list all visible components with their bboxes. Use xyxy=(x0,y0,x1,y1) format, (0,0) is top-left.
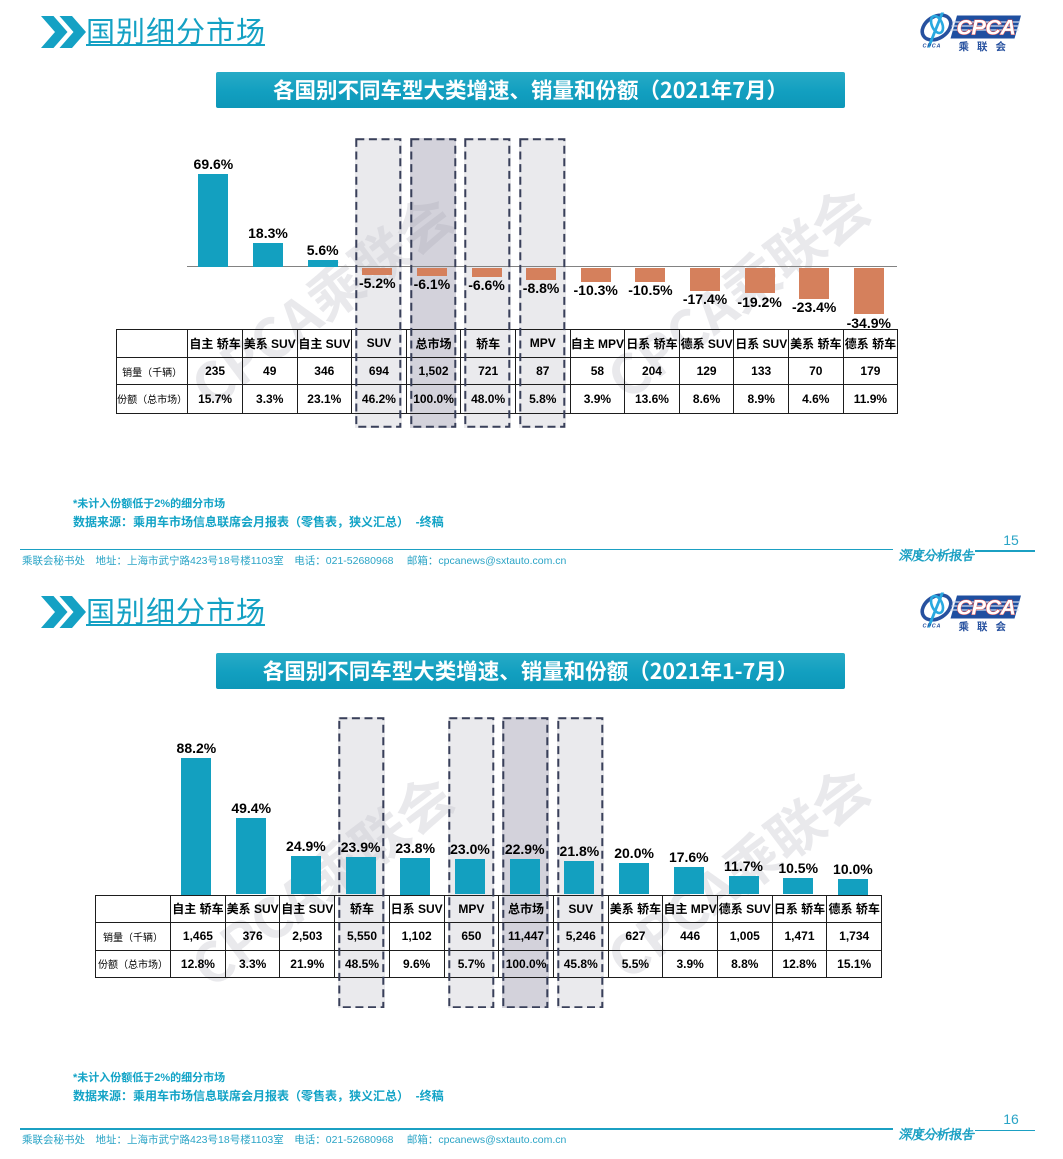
svg-text:CPCA: CPCA xyxy=(923,624,942,630)
svg-text:乘联会: 乘联会 xyxy=(959,619,1015,633)
svg-text:CPCA: CPCA xyxy=(957,596,1016,620)
svg-text:CPCA: CPCA xyxy=(957,16,1016,40)
svg-text:乘联会: 乘联会 xyxy=(959,39,1015,53)
svg-text:CPCA: CPCA xyxy=(923,44,942,50)
